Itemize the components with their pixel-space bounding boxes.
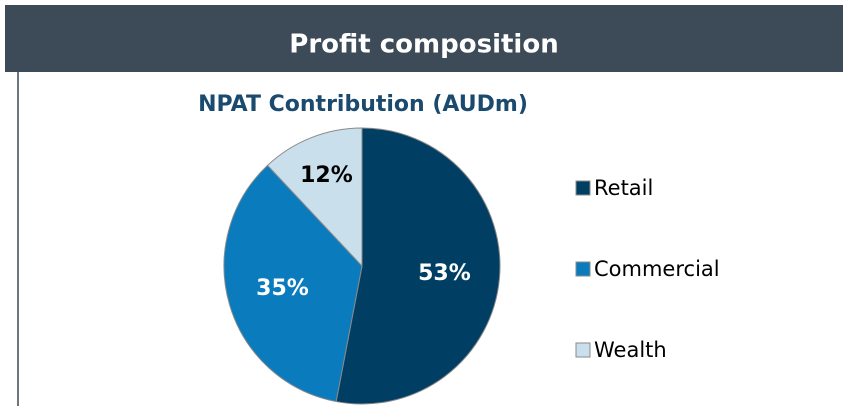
pie-slice bbox=[335, 127, 501, 405]
pie-slice bbox=[266, 127, 363, 268]
legend-label: Wealth bbox=[594, 338, 667, 362]
legend-swatch bbox=[575, 180, 591, 196]
chart-title: NPAT Contribution (AUDm) bbox=[198, 92, 528, 117]
legend: Retail Commercial Wealth bbox=[575, 176, 720, 362]
legend-label: Commercial bbox=[594, 257, 720, 281]
slice-label: 53% bbox=[418, 261, 471, 286]
legend-label: Retail bbox=[594, 176, 653, 200]
slice-label: 35% bbox=[256, 276, 309, 301]
header-title: Profit composition bbox=[289, 30, 558, 60]
legend-swatch bbox=[575, 261, 591, 277]
slice-label: 12% bbox=[300, 163, 353, 188]
pie: 53% 35% 12% bbox=[223, 127, 501, 405]
legend-swatch bbox=[575, 342, 591, 358]
pie-slice bbox=[223, 164, 363, 403]
header-bar bbox=[5, 5, 843, 72]
